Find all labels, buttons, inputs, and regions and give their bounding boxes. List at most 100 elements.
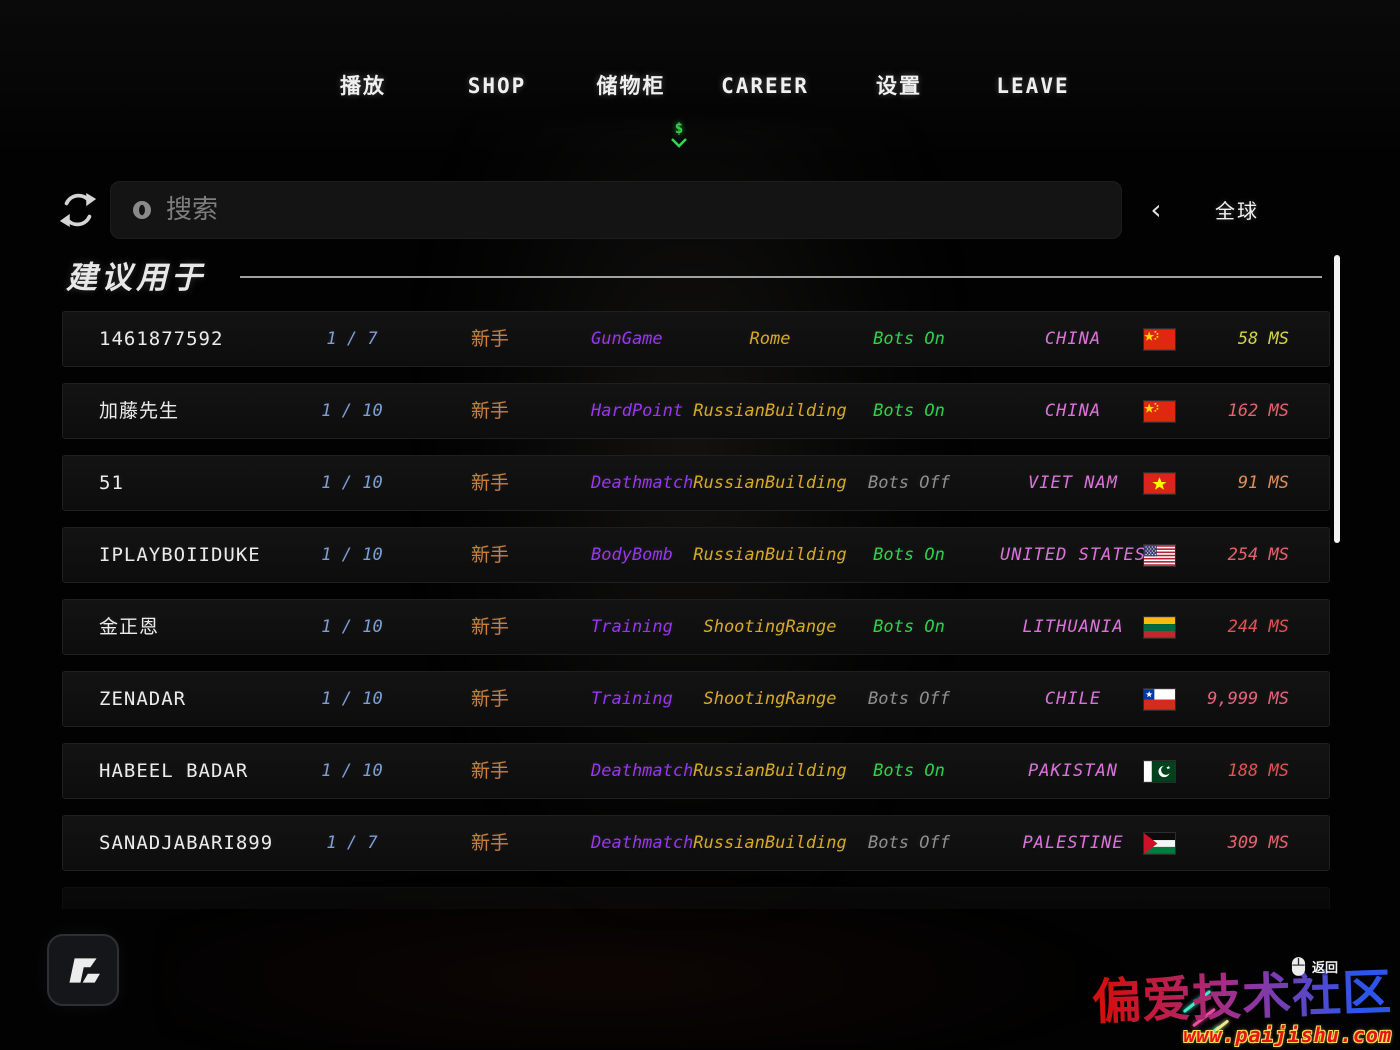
- country-name: UNITED STATES: [999, 545, 1147, 565]
- country-flag-icon: [1143, 688, 1176, 711]
- server-name: 金正恩: [99, 616, 160, 638]
- search-bar: [110, 181, 1122, 239]
- refresh-icon: [59, 192, 97, 228]
- refresh-button[interactable]: [56, 188, 100, 232]
- game-mode: Training: [591, 617, 673, 637]
- bots-status: Bots Off: [868, 473, 950, 493]
- background-bottom-glow: [160, 870, 1140, 1050]
- bots-status: Bots On: [873, 545, 945, 565]
- bots-status: Bots On: [873, 617, 945, 637]
- bots-status: Bots Off: [868, 689, 950, 709]
- country-name: CHINA: [1044, 329, 1102, 349]
- difficulty-label: 新手: [470, 472, 509, 494]
- server-name: 51: [99, 472, 124, 494]
- bots-status: Bots On: [873, 761, 945, 781]
- server-row[interactable]: ZENADAR 1 / 10 新手 Training ShootingRange…: [62, 671, 1330, 727]
- search-input[interactable]: [164, 194, 1122, 226]
- server-row[interactable]: HABEEL BADAR 1 / 10 新手 Deathmatch Russia…: [62, 743, 1330, 799]
- game-mode: Deathmatch: [591, 761, 694, 781]
- currency-drop-indicator: $: [666, 122, 692, 148]
- server-name: HABEEL BADAR: [99, 760, 249, 782]
- nav-tab-locker[interactable]: 储物柜: [596, 74, 666, 98]
- country-flag-icon: [1143, 760, 1176, 783]
- section-title: 建议用于: [66, 260, 206, 296]
- player-count: 1 / 10: [321, 401, 383, 421]
- map-name: RussianBuilding: [693, 545, 847, 565]
- ping-value: 309 MS: [1227, 833, 1289, 853]
- map-name: RussianBuilding: [693, 833, 847, 853]
- region-selector[interactable]: 全球: [1215, 199, 1259, 223]
- country-flag-icon: [1143, 832, 1176, 855]
- player-count: 1 / 10: [321, 473, 383, 493]
- difficulty-label: 新手: [470, 688, 509, 710]
- map-name: RussianBuilding: [693, 401, 847, 421]
- back-hint[interactable]: 返回: [1291, 956, 1338, 977]
- country-name: LITHUANIA: [1022, 617, 1124, 637]
- server-name: ZENADAR: [99, 688, 187, 710]
- country-flag-icon: [1143, 616, 1176, 639]
- nav-tab-settings[interactable]: 设置: [876, 74, 922, 98]
- bots-status: Bots On: [873, 329, 945, 349]
- region-prev-chevron[interactable]: ‹: [1150, 193, 1162, 226]
- ping-value: 58 MS: [1237, 329, 1289, 349]
- map-name: ShootingRange: [703, 617, 837, 637]
- server-row-partial: [62, 887, 1330, 909]
- bots-status: Bots Off: [868, 833, 950, 853]
- mouse-icon: [1291, 957, 1306, 976]
- background-top-glow: [0, 0, 1400, 160]
- server-row[interactable]: 加藤先生 1 / 10 新手 HardPoint RussianBuilding…: [62, 383, 1330, 439]
- bots-status: Bots On: [873, 401, 945, 421]
- server-row[interactable]: 金正恩 1 / 10 新手 Training ShootingRange Bot…: [62, 599, 1330, 655]
- ping-value: 9,999 MS: [1207, 689, 1289, 709]
- server-row[interactable]: 1461877592 1 / 7 新手 GunGame Rome Bots On…: [62, 311, 1330, 367]
- difficulty-label: 新手: [470, 400, 509, 422]
- game-mode: Deathmatch: [591, 473, 694, 493]
- difficulty-label: 新手: [470, 328, 509, 350]
- game-mode: HardPoint: [591, 401, 684, 421]
- map-name: Rome: [749, 329, 791, 349]
- game-logo-button[interactable]: [47, 934, 119, 1006]
- server-name: 加藤先生: [99, 400, 180, 422]
- game-logo-icon: [69, 957, 100, 983]
- ping-value: 244 MS: [1227, 617, 1289, 637]
- country-name: VIET NAM: [1028, 473, 1118, 493]
- server-name: IPLAYBOIIDUKE: [99, 544, 261, 566]
- country-name: PAKISTAN: [1028, 761, 1118, 781]
- map-name: ShootingRange: [703, 689, 837, 709]
- nav-tab-play[interactable]: 播放: [340, 74, 386, 98]
- ping-value: 254 MS: [1227, 545, 1289, 565]
- player-count: 1 / 10: [321, 545, 383, 565]
- game-mode: GunGame: [591, 329, 663, 349]
- country-flag-icon: [1143, 328, 1176, 351]
- server-row[interactable]: SANADJABARI899 1 / 7 新手 Deathmatch Russi…: [62, 815, 1330, 871]
- country-name: CHILE: [1044, 689, 1102, 709]
- server-name: 1461877592: [99, 328, 224, 350]
- ping-value: 162 MS: [1227, 401, 1289, 421]
- player-count: 1 / 10: [321, 689, 383, 709]
- player-count: 1 / 10: [321, 617, 383, 637]
- nav-tab-shop[interactable]: SHOP: [467, 74, 527, 98]
- game-mode: Deathmatch: [591, 833, 694, 853]
- country-flag-icon: [1143, 472, 1176, 495]
- country-name: CHINA: [1044, 401, 1102, 421]
- country-name: PALESTINE: [1022, 833, 1124, 853]
- country-flag-icon: [1143, 400, 1176, 423]
- difficulty-label: 新手: [470, 832, 509, 854]
- map-name: RussianBuilding: [693, 473, 847, 493]
- server-row[interactable]: IPLAYBOIIDUKE 1 / 10 新手 BodyBomb Russian…: [62, 527, 1330, 583]
- watermark-url: www.paijishu.com: [1183, 1023, 1392, 1047]
- nav-tab-career[interactable]: CAREER: [721, 74, 809, 98]
- game-mode: BodyBomb: [591, 545, 673, 565]
- back-label: 返回: [1312, 961, 1339, 976]
- search-icon: [133, 201, 151, 219]
- server-row[interactable]: 51 1 / 10 新手 Deathmatch RussianBuilding …: [62, 455, 1330, 511]
- currency-icon: $: [674, 121, 684, 137]
- nav-tab-leave[interactable]: LEAVE: [996, 74, 1070, 98]
- top-nav: 播放 SHOP 储物柜 CAREER 设置 LEAVE: [296, 70, 1104, 102]
- scrollbar-thumb[interactable]: [1334, 255, 1340, 543]
- player-count: 1 / 7: [326, 833, 378, 853]
- ping-value: 188 MS: [1227, 761, 1289, 781]
- map-name: RussianBuilding: [693, 761, 847, 781]
- server-list: 1461877592 1 / 7 新手 GunGame Rome Bots On…: [62, 311, 1330, 909]
- difficulty-label: 新手: [470, 616, 509, 638]
